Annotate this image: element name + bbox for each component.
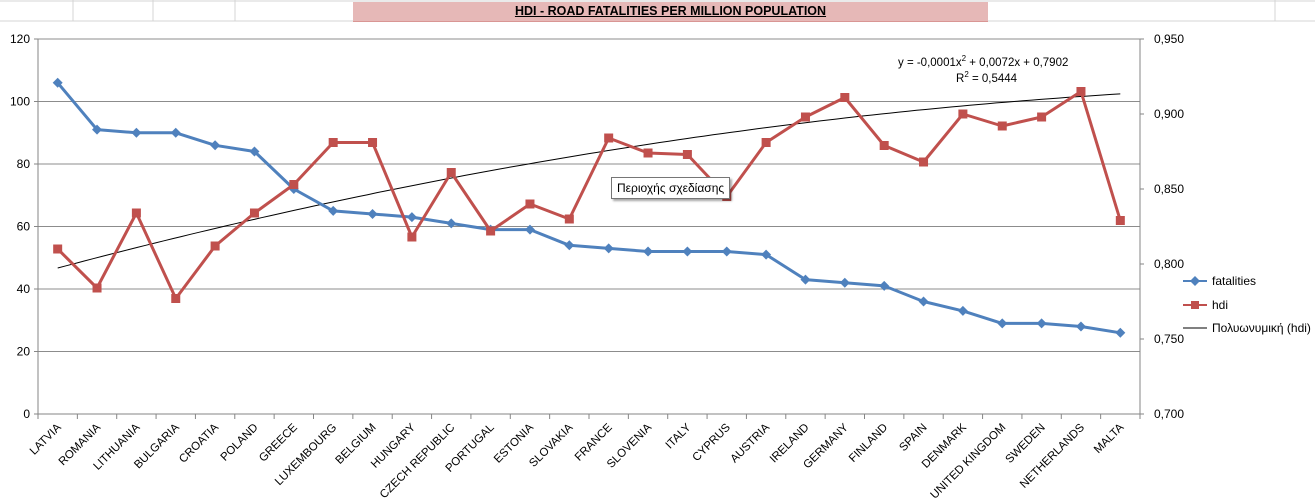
data-point-hdi — [132, 209, 141, 218]
legend-item-hdi: hdi — [1183, 298, 1228, 312]
eq-b: + 0,0072x + 0,7902 — [966, 57, 1068, 69]
y-right-tick-label: 0,700 — [1154, 407, 1184, 421]
axes — [34, 39, 1144, 419]
data-point-hdi — [525, 200, 534, 209]
r2-label: R — [956, 73, 964, 85]
legend-label-trend: Πολυωνυμική (hdi) — [1212, 321, 1311, 335]
legend-item-fatalities: fatalities — [1183, 274, 1256, 288]
x-tick-label: CROATIA — [177, 421, 221, 465]
data-point-fatalities — [1115, 328, 1125, 338]
data-point-hdi — [644, 149, 653, 158]
r2-value: = 0,5444 — [969, 73, 1018, 85]
data-point-hdi — [880, 141, 889, 150]
x-tick-label: LATVIA — [28, 421, 64, 457]
data-point-fatalities — [407, 212, 417, 222]
data-point-hdi — [998, 122, 1007, 131]
data-point-fatalities — [958, 306, 968, 316]
data-point-fatalities — [643, 247, 653, 257]
data-point-fatalities — [1076, 322, 1086, 332]
x-tick-label: ITALY — [664, 421, 694, 451]
data-point-fatalities — [368, 209, 378, 219]
series-line-fatalities — [58, 83, 1121, 333]
data-point-hdi — [53, 245, 62, 254]
series-line-hdi — [58, 92, 1121, 299]
data-point-fatalities — [604, 243, 614, 253]
data-point-fatalities — [131, 128, 141, 138]
data-point-hdi — [250, 209, 259, 218]
trend-equation: y = -0,0001x2 + 0,0072x + 0,7902 R2 = 0,… — [898, 54, 1068, 85]
x-tick-label: CZECH REPUBLIC — [378, 422, 457, 501]
x-tick-label: MALTA — [1092, 421, 1127, 456]
data-point-hdi — [604, 134, 613, 143]
y-left-tick-label: 20 — [17, 345, 31, 359]
y-right-tick-label: 0,900 — [1154, 107, 1184, 121]
data-point-hdi — [171, 294, 180, 303]
data-point-hdi — [407, 233, 416, 242]
x-ticks: LATVIAROMANIALITHUANIABULGARIACROATIAPOL… — [28, 421, 1127, 501]
data-point-hdi — [1076, 87, 1085, 96]
data-point-hdi — [486, 227, 495, 236]
data-point-hdi — [93, 284, 102, 293]
legend: fatalities hdi Πολυωνυμική (hdi) — [1183, 274, 1311, 335]
legend-label-fatalities: fatalities — [1212, 274, 1256, 288]
y-left-tick-label: 120 — [10, 32, 30, 46]
x-tick-label: CYPRUS — [690, 421, 733, 464]
y-right-tick-label: 0,800 — [1154, 257, 1184, 271]
x-tick-label: POLAND — [219, 422, 261, 464]
y-right-tick-label: 0,750 — [1154, 332, 1184, 346]
trend-equation-line: y = -0,0001x2 + 0,0072x + 0,7902 — [898, 54, 1068, 69]
data-point-fatalities — [840, 278, 850, 288]
data-point-hdi — [368, 138, 377, 147]
y-right-ticks: 0,700 0,750 0,800 0,850 0,900 0,950 — [1154, 32, 1184, 421]
y-left-tick-label: 40 — [17, 282, 31, 296]
y-left-tick-label: 60 — [17, 220, 31, 234]
data-point-hdi — [1037, 113, 1046, 122]
data-point-hdi — [683, 150, 692, 159]
data-point-hdi — [447, 168, 456, 177]
data-point-hdi — [958, 110, 967, 119]
y-right-tick-label: 0,950 — [1154, 32, 1184, 46]
y-left-tick-label: 0 — [23, 407, 30, 421]
y-left-tick-label: 100 — [10, 95, 30, 109]
data-point-hdi — [329, 138, 338, 147]
data-point-hdi — [1116, 216, 1125, 225]
y-right-tick-label: 0,850 — [1154, 182, 1184, 196]
data-point-fatalities — [722, 247, 732, 257]
data-point-fatalities — [210, 140, 220, 150]
gridlines — [38, 39, 1140, 352]
legend-label-hdi: hdi — [1212, 298, 1228, 312]
x-tick-label: SPAIN — [897, 422, 929, 454]
x-tick-label: UNITED KINGDOM — [929, 422, 1009, 502]
plot-area-tooltip: Περιοχής σχεδίασης — [611, 177, 730, 199]
x-tick-label: FINLAND — [847, 422, 890, 465]
legend-item-trend: Πολυωνυμική (hdi) — [1183, 321, 1311, 335]
data-point-fatalities — [919, 297, 929, 307]
data-point-hdi — [840, 93, 849, 102]
data-point-hdi — [211, 242, 220, 251]
y-left-ticks: 0 20 40 60 80 100 120 — [10, 32, 30, 421]
data-point-hdi — [565, 215, 574, 224]
data-point-fatalities — [1037, 318, 1047, 328]
data-point-fatalities — [997, 318, 1007, 328]
eq-a: y = -0,0001x — [898, 57, 962, 69]
data-point-fatalities — [682, 247, 692, 257]
data-point-fatalities — [564, 240, 574, 250]
x-tick-label: AUSTRIA — [728, 421, 772, 465]
data-point-hdi — [289, 180, 298, 189]
series-hdi — [53, 87, 1125, 303]
data-point-hdi — [919, 158, 928, 167]
data-point-hdi — [801, 113, 810, 122]
trend-r2-line: R2 = 0,5444 — [956, 70, 1018, 85]
y-left-tick-label: 80 — [17, 157, 31, 171]
data-point-hdi — [762, 138, 771, 147]
data-point-fatalities — [171, 128, 181, 138]
